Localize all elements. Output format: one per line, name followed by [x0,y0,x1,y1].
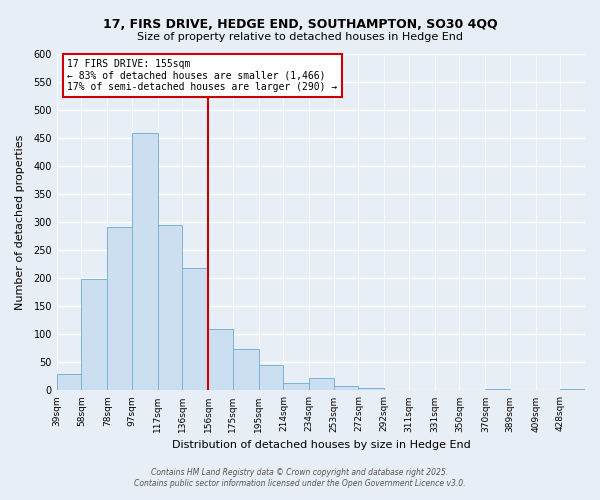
Bar [358,388,385,390]
Bar [132,132,158,390]
Text: 17 FIRS DRIVE: 155sqm
← 83% of detached houses are smaller (1,466)
17% of semi-d: 17 FIRS DRIVE: 155sqm ← 83% of detached … [67,59,338,92]
Bar [82,280,107,390]
Bar [309,378,334,390]
Y-axis label: Number of detached properties: Number of detached properties [15,134,25,310]
Text: Size of property relative to detached houses in Hedge End: Size of property relative to detached ho… [137,32,463,42]
Bar [182,268,208,390]
Bar [57,374,82,390]
Bar [107,228,132,390]
X-axis label: Distribution of detached houses by size in Hedge End: Distribution of detached houses by size … [172,440,470,450]
Text: 17, FIRS DRIVE, HEDGE END, SOUTHAMPTON, SO30 4QQ: 17, FIRS DRIVE, HEDGE END, SOUTHAMPTON, … [103,18,497,30]
Text: Contains HM Land Registry data © Crown copyright and database right 2025.
Contai: Contains HM Land Registry data © Crown c… [134,468,466,487]
Bar [158,225,182,390]
Bar [334,386,358,390]
Bar [208,329,233,390]
Bar [283,382,309,390]
Bar [560,388,585,390]
Bar [259,364,283,390]
Bar [233,350,259,391]
